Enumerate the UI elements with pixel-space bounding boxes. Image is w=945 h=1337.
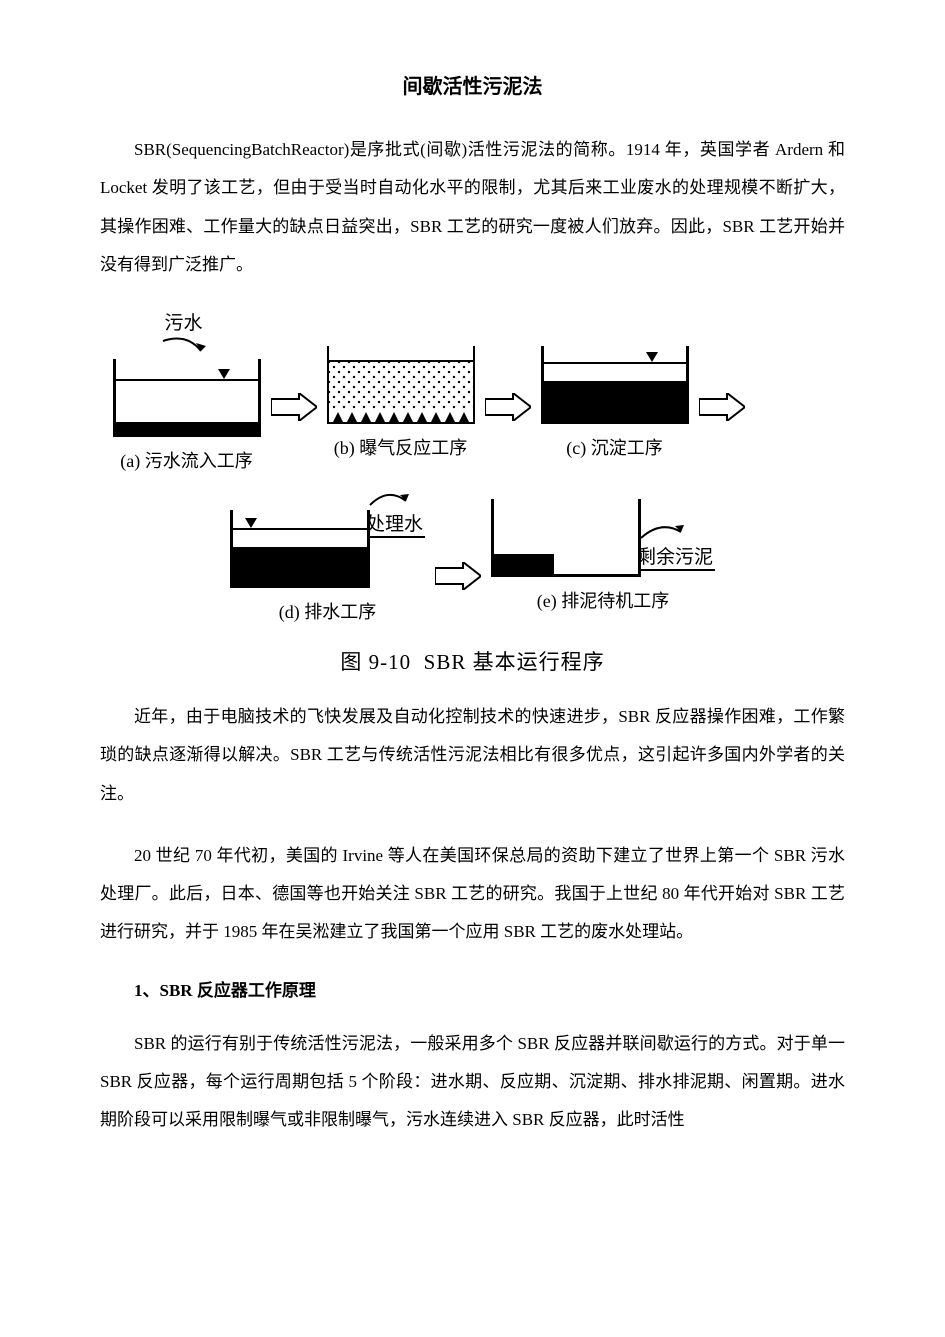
paragraph-history: 20 世纪 70 年代初，美国的 Irvine 等人在美国环保总局的资助下建立了… [100, 837, 845, 952]
tank-a [113, 359, 261, 437]
stage-a: 污水 (a) 污水流入工序 [113, 308, 261, 473]
overflow-d-label: 处理水 [364, 509, 425, 538]
arrow-d-to-e-icon [435, 562, 481, 590]
figure-number: 图 9-10 [340, 650, 411, 674]
tank-c [541, 346, 689, 424]
aeration-diffusers-icon [329, 410, 473, 422]
stage-d: 处理水 (d) 排水工序 [230, 487, 425, 624]
figure-title-text: SBR 基本运行程序 [424, 650, 605, 674]
paragraph-principle: SBR 的运行有别于传统活性污泥法，一般采用多个 SBR 反应器并联间歇运行的方… [100, 1025, 845, 1140]
aeration-bubbles-icon [329, 362, 473, 410]
inflow-label: 污水 [165, 308, 203, 335]
caption-d: (d) 排水工序 [279, 598, 377, 624]
arrow-b-to-c-icon [485, 393, 531, 421]
tank-b [327, 346, 475, 424]
caption-b: (b) 曝气反应工序 [334, 434, 468, 460]
caption-e: (e) 排泥待机工序 [537, 587, 669, 613]
diagram-row-1: 污水 (a) 污水流入工序 [113, 308, 833, 473]
paragraph-recent: 近年，由于电脑技术的飞快发展及自动化控制技术的快速进步，SBR 反应器操作困难，… [100, 698, 845, 813]
inflow-block: 污水 [157, 308, 217, 365]
stage-b: (b) 曝气反应工序 [327, 346, 475, 460]
caption-a: (a) 污水流入工序 [120, 447, 252, 473]
figure-caption: 图 9-10 SBR 基本运行程序 [113, 646, 833, 676]
arrow-c-out-icon [699, 393, 745, 421]
diagram-row-2: 处理水 (d) 排水工序 剩余污泥 ( [113, 487, 833, 624]
sbr-flow-diagram: 污水 (a) 污水流入工序 [113, 308, 833, 676]
tank-d [230, 510, 370, 588]
tank-e [491, 499, 641, 577]
section-heading-1: 1、SBR 反应器工作原理 [100, 976, 845, 1001]
page-title: 间歇活性污泥法 [100, 70, 845, 99]
stage-e: 剩余污泥 (e) 排泥待机工序 [491, 499, 715, 613]
paragraph-intro: SBR(SequencingBatchReactor)是序批式(间歇)活性污泥法… [100, 131, 845, 284]
arrow-a-to-b-icon [271, 393, 317, 421]
stage-c: (c) 沉淀工序 [541, 346, 689, 460]
overflow-d-arrow-icon [364, 487, 412, 509]
overflow-e-arrow-icon [635, 520, 687, 542]
caption-c: (c) 沉淀工序 [566, 434, 662, 460]
overflow-e-label: 剩余污泥 [635, 542, 715, 571]
